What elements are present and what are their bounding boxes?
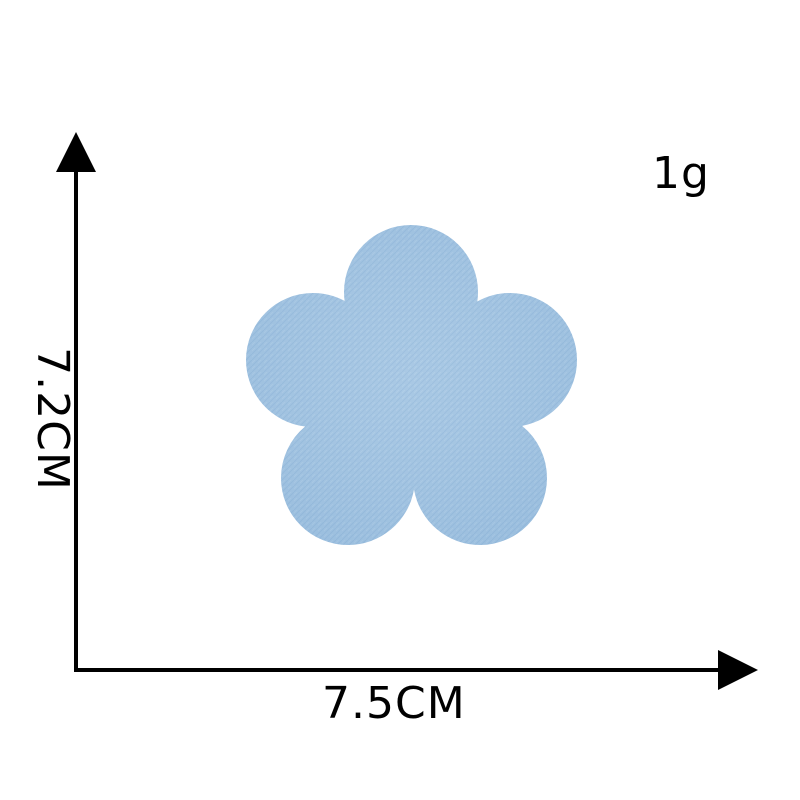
weight-label: 1g xyxy=(652,148,710,199)
width-dimension-label: 7.5CM xyxy=(322,678,466,729)
height-dimension-label: 7.2CM xyxy=(27,347,78,491)
